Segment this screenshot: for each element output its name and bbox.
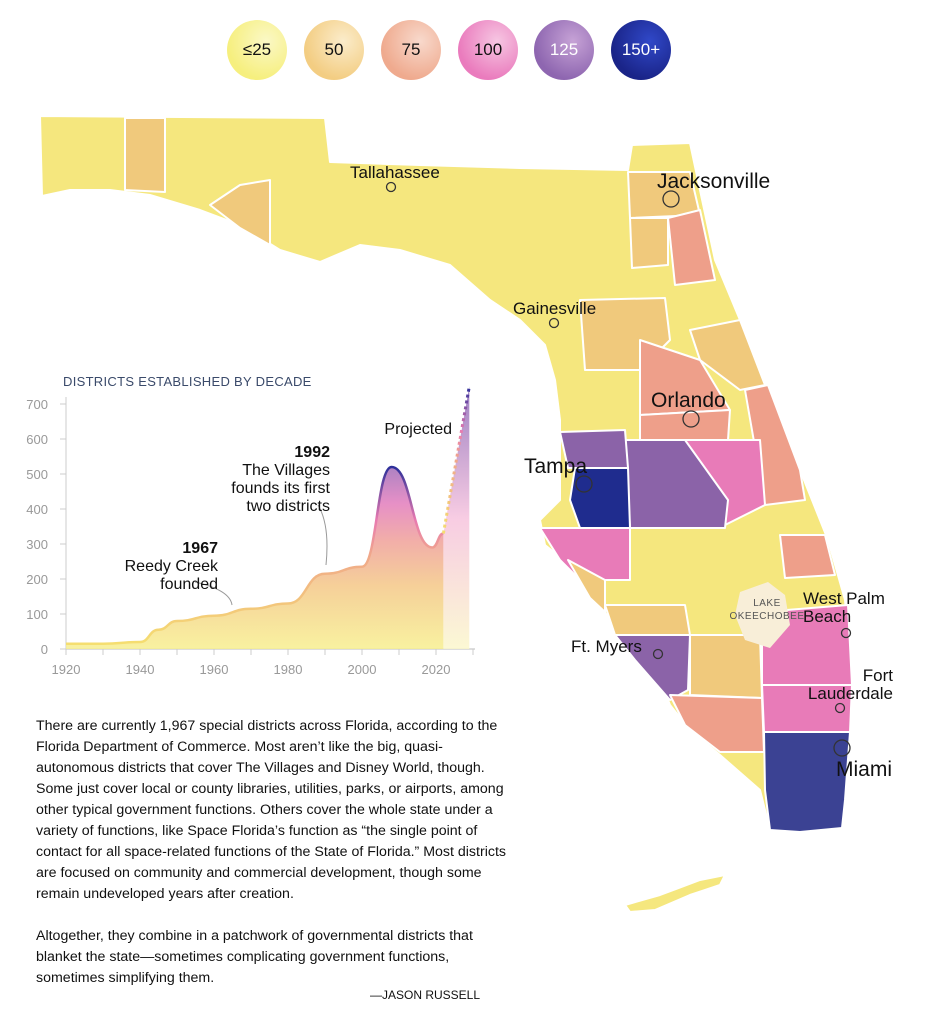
annotation-1992: 1992 The Villages founds its first two d…: [200, 444, 330, 516]
annotation-year: 1992: [294, 444, 330, 461]
annotation-line: Reedy Creek: [124, 558, 218, 575]
districts-chart: 0 100 200 300 400 500 600 700 1920 1940 1960 1980 20…: [26, 386, 475, 675]
paragraph-1: There are currently 1,967 special distri…: [36, 718, 506, 902]
county: [567, 559, 606, 613]
y-tick-label: 100: [26, 607, 48, 622]
area-series: [66, 467, 444, 649]
chart-title: DISTRICTS ESTABLISHED BY DECADE: [63, 374, 312, 389]
city-label-fort-lauderdale: Fort Lauderdale: [807, 666, 893, 703]
city-label-tallahassee: Tallahassee: [350, 163, 440, 182]
x-tick-label: 1920: [52, 662, 81, 675]
y-tick-label: 300: [26, 537, 48, 552]
county: [124, 117, 166, 193]
city-marker-tallahassee: [385, 181, 397, 193]
city-label-west-palm-beach: West Palm Beach: [803, 589, 885, 626]
legend-item-75: 75: [381, 20, 441, 80]
legend-item-150: 150+: [611, 20, 671, 80]
legend-item-100: 100: [458, 20, 518, 80]
county: [624, 874, 726, 913]
y-tick-label: 0: [41, 642, 48, 657]
legend-item-50: 50: [304, 20, 364, 80]
county: [629, 217, 669, 269]
y-tick-label: 400: [26, 502, 48, 517]
county: [763, 731, 851, 833]
annotation-projected: Projected: [384, 421, 452, 438]
y-tick-label: 200: [26, 572, 48, 587]
y-tick-label: 600: [26, 432, 48, 447]
city-marker-gainesville: [548, 317, 560, 329]
annotation-leader-1967: [194, 581, 233, 606]
lake-label: LAKE OKEECHOBEE: [729, 598, 805, 622]
series-line: [66, 465, 444, 645]
city-label-tampa: Tampa: [524, 455, 588, 478]
city-marker-wpb: [840, 627, 852, 639]
y-tick-label: 500: [26, 467, 48, 482]
x-tick-label: 1940: [126, 662, 155, 675]
county: [604, 604, 691, 636]
annotation-year: 1967: [182, 540, 218, 557]
projected-line: [441, 386, 471, 534]
annotation-line: founded: [160, 576, 218, 593]
y-tick-label: 700: [26, 397, 48, 412]
city-marker-ftl: [834, 702, 846, 714]
x-tick-label: 1960: [200, 662, 229, 675]
county: [667, 209, 716, 286]
city-label-jacksonville: Jacksonville: [657, 170, 771, 193]
city-marker-miami: [833, 739, 851, 757]
city-label-gainesville: Gainesville: [513, 299, 597, 318]
legend-item-25: ≤25: [227, 20, 287, 80]
city-label-miami: Miami: [836, 758, 892, 781]
city-marker-ftmyers: [652, 648, 664, 660]
county: [689, 634, 763, 699]
x-tick-label: 1980: [274, 662, 303, 675]
byline: —JASON RUSSELL: [370, 988, 481, 1002]
city-label-orlando: Orlando: [651, 389, 726, 412]
projected-area: [443, 386, 470, 649]
lake-okeechobee: [735, 582, 790, 648]
city-label-ftmyers: Ft. Myers: [571, 637, 642, 656]
county: [209, 179, 271, 246]
legend-item-125: 125: [534, 20, 594, 80]
annotation-line: founds its first: [231, 480, 330, 497]
city-marker-tampa: [575, 475, 593, 493]
paragraph-2: Altogether, they combine in a patchwork …: [36, 928, 473, 986]
county: [669, 694, 765, 753]
annotation-line: The Villages: [242, 462, 330, 479]
city-marker-orlando: [682, 410, 700, 428]
annotation-line: two districts: [246, 498, 330, 515]
annotation-1967: 1967 Reedy Creek founded: [100, 540, 218, 594]
x-tick-label: 2020: [422, 662, 451, 675]
city-marker-jacksonville: [662, 190, 680, 208]
county: [779, 534, 836, 579]
annotation-leader-1992: [317, 504, 328, 566]
x-tick-label: 2000: [348, 662, 377, 675]
article-text: There are currently 1,967 special distri…: [36, 716, 506, 1010]
